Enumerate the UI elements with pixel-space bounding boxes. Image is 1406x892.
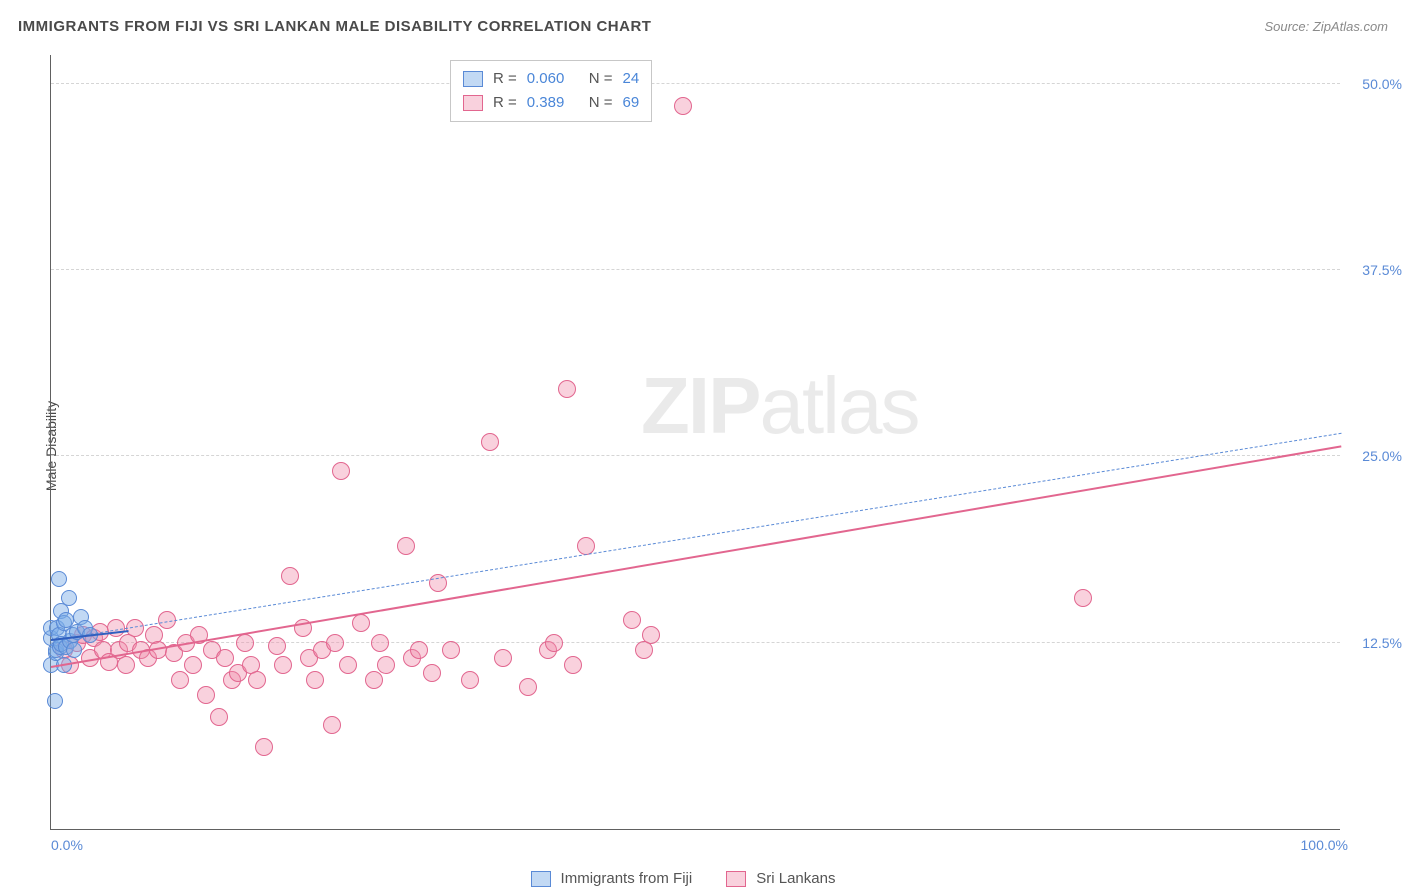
watermark-light: atlas — [759, 361, 918, 450]
stats-legend: R = 0.060 N = 24 R = 0.389 N = 69 — [450, 60, 652, 122]
scatter-plot: ZIPatlas 12.5%25.0%37.5%50.0%0.0%100.0% — [50, 55, 1340, 830]
legend-swatch — [463, 71, 483, 87]
data-point — [674, 97, 692, 115]
header-row: IMMIGRANTS FROM FIJI VS SRI LANKAN MALE … — [18, 18, 1388, 35]
data-point — [51, 571, 67, 587]
data-point — [216, 649, 234, 667]
data-point — [61, 590, 77, 606]
data-point — [47, 693, 63, 709]
stat-n-value: 24 — [623, 67, 640, 91]
data-point — [397, 537, 415, 555]
data-point — [494, 649, 512, 667]
legend-swatch — [726, 871, 746, 887]
data-point — [306, 671, 324, 689]
data-point — [623, 611, 641, 629]
data-point — [332, 462, 350, 480]
data-point — [410, 641, 428, 659]
y-tick-label: 37.5% — [1362, 262, 1402, 278]
gridline — [51, 269, 1340, 270]
data-point — [365, 671, 383, 689]
data-point — [171, 671, 189, 689]
data-point — [519, 678, 537, 696]
gridline — [51, 83, 1340, 84]
data-point — [117, 656, 135, 674]
data-point — [236, 634, 254, 652]
stats-legend-row: R = 0.389 N = 69 — [463, 91, 639, 115]
data-point — [352, 614, 370, 632]
watermark: ZIPatlas — [641, 360, 918, 452]
data-point — [377, 656, 395, 674]
data-point — [481, 433, 499, 451]
data-point — [274, 656, 292, 674]
gridline — [51, 455, 1340, 456]
data-point — [210, 708, 228, 726]
legend-swatch — [531, 871, 551, 887]
y-tick-label: 12.5% — [1362, 635, 1402, 651]
data-point — [66, 642, 82, 658]
stat-n-value: 69 — [623, 91, 640, 115]
data-point — [442, 641, 460, 659]
data-point — [197, 686, 215, 704]
data-point — [642, 626, 660, 644]
stat-r-label: R = — [493, 91, 517, 115]
series-legend: Immigrants from Fiji Sri Lankans — [50, 870, 1340, 887]
x-tick-label: 0.0% — [51, 837, 83, 853]
data-point — [268, 637, 286, 655]
data-point — [558, 380, 576, 398]
chart-title: IMMIGRANTS FROM FIJI VS SRI LANKAN MALE … — [18, 18, 651, 35]
legend-series-label: Immigrants from Fiji — [561, 870, 693, 887]
data-point — [545, 634, 563, 652]
data-point — [371, 634, 389, 652]
data-point — [564, 656, 582, 674]
data-point — [255, 738, 273, 756]
x-tick-label: 100.0% — [1301, 837, 1348, 853]
source-label: Source: ZipAtlas.com — [1264, 19, 1388, 34]
data-point — [323, 716, 341, 734]
data-point — [461, 671, 479, 689]
data-point — [423, 664, 441, 682]
y-tick-label: 25.0% — [1362, 448, 1402, 464]
stat-r-label: R = — [493, 67, 517, 91]
watermark-bold: ZIP — [641, 361, 759, 450]
stats-legend-row: R = 0.060 N = 24 — [463, 67, 639, 91]
legend-series-label: Sri Lankans — [756, 870, 835, 887]
data-point — [248, 671, 266, 689]
stat-n-label: N = — [589, 91, 613, 115]
stat-n-label: N = — [589, 67, 613, 91]
y-tick-label: 50.0% — [1362, 76, 1402, 92]
legend-swatch — [463, 95, 483, 111]
data-point — [1074, 589, 1092, 607]
data-point — [339, 656, 357, 674]
trend-line — [51, 445, 1341, 668]
data-point — [184, 656, 202, 674]
stat-r-value: 0.060 — [527, 67, 579, 91]
data-point — [326, 634, 344, 652]
trend-line — [51, 433, 1341, 641]
data-point — [281, 567, 299, 585]
stat-r-value: 0.389 — [527, 91, 579, 115]
